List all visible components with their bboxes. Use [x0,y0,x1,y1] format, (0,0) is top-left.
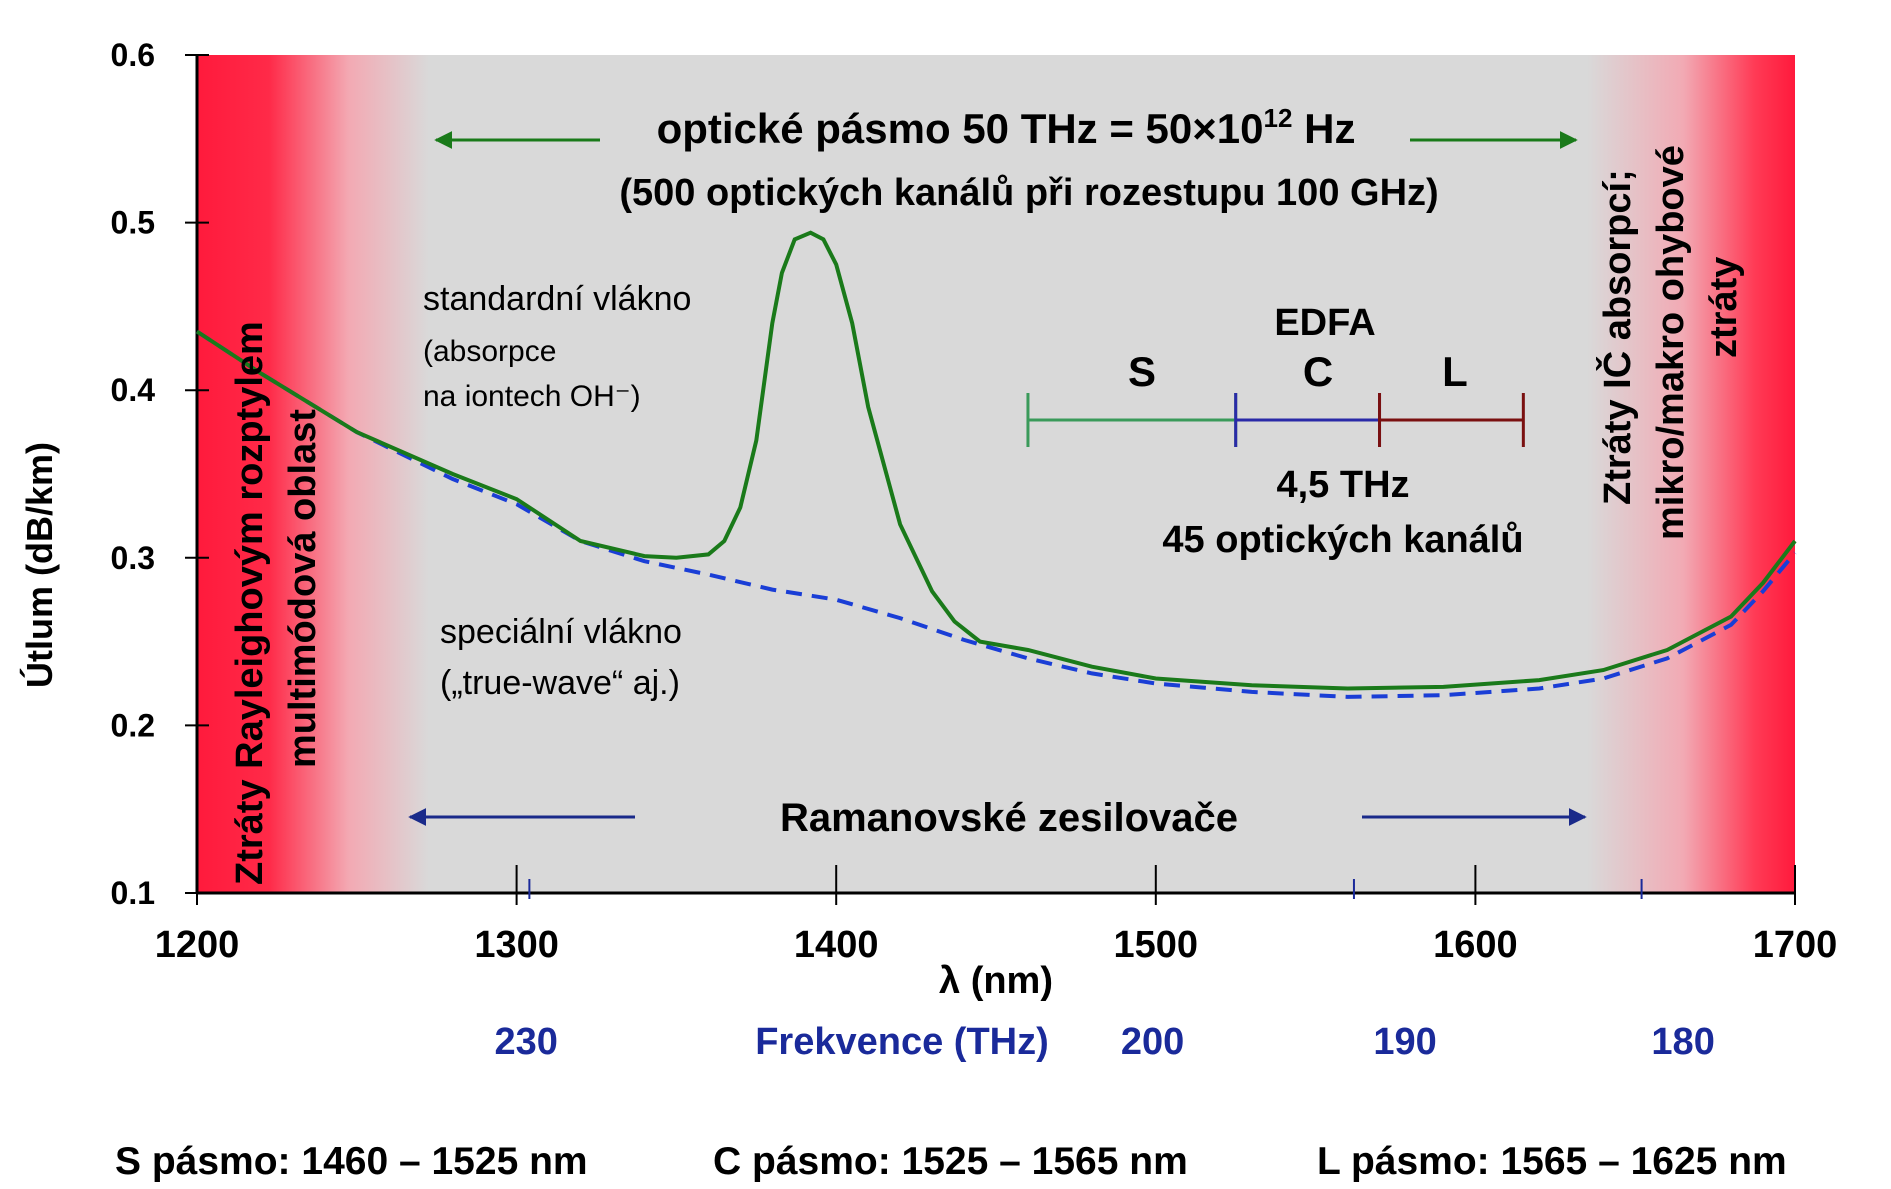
x-axis-title: λ (nm) [939,960,1053,1002]
edfa-label: EDFA [1274,302,1375,344]
band-l-label: L [1442,348,1468,395]
x-tick-label: 1200 [155,924,240,966]
plot-background [197,55,1795,893]
footer-s-band: S pásmo: 1460 – 1525 nm [115,1140,588,1183]
standard-fiber-series [195,230,1797,691]
frequency-tick-label: 200 [1121,1021,1184,1063]
optical-band-prefix: optické pásmo 50 THz = 50×10 [657,105,1264,152]
left-region-label-2: multimódová oblast [282,409,324,768]
right-region-label-1: Ztráty IČ absorpcí; [1594,169,1639,505]
standard-fiber-note-2: na iontech OH⁻) [423,380,641,413]
y-tick-label: 0.6 [111,37,155,73]
right-region-label-3: ztráty [1703,257,1745,358]
frequency-axis-title: Frekvence (THz) [755,1021,1049,1063]
frequency-tick-label: 230 [494,1021,557,1063]
y-tick-label: 0.4 [111,372,156,408]
edfa-channels: 45 optických kanálů [1162,519,1523,561]
left-region-label-1: Ztráty Rayleighovým rozptylem [229,321,271,885]
special-fiber-series [195,329,1797,699]
frequency-tick-label: 190 [1373,1021,1436,1063]
optical-band-suffix: Hz [1292,105,1355,152]
y-axis-ticks: 0.1 0.2 0.3 0.4 0.5 0.6 [111,37,209,911]
x-tick-label: 1500 [1114,924,1199,966]
frequency-axis-ticks: 230 200 190 180 [494,879,1715,1063]
y-tick-label: 0.2 [111,707,155,743]
band-c-label: C [1303,348,1333,395]
y-axis-title: Útlum (dB/km) [18,442,60,688]
y-tick-label: 0.3 [111,540,155,576]
y-tick-label: 0.5 [111,205,155,241]
y-tick-label: 0.1 [111,875,155,911]
band-s-label: S [1128,348,1156,395]
frequency-tick-label: 180 [1651,1021,1714,1063]
x-tick-label: 1700 [1753,924,1838,966]
optical-band-title: optické pásmo 50 THz = 50×1012 Hz [657,103,1356,152]
edfa-bandwidth: 4,5 THz [1276,464,1409,506]
right-region-label-2: mikro/makro ohybové [1650,145,1692,540]
x-tick-label: 1600 [1433,924,1518,966]
footer-c-band: C pásmo: 1525 – 1565 nm [713,1140,1188,1183]
footer-l-band: L pásmo: 1565 – 1625 nm [1317,1140,1787,1183]
optical-band-exponent: 12 [1264,103,1293,133]
x-tick-label: 1400 [794,924,879,966]
standard-fiber-label: standardní vlákno [423,280,691,318]
special-fiber-note: („true-wave“ aj.) [440,664,680,702]
raman-label: Ramanovské zesilovače [780,796,1238,840]
standard-fiber-note-1: (absorpce [423,335,556,368]
x-axis-ticks: 1200 1300 1400 1500 1600 1700 [155,865,1838,966]
x-tick-label: 1300 [474,924,559,966]
edfa-band-bars [1026,393,1525,447]
optical-band-subtitle: (500 optických kanálů při rozestupu 100 … [619,172,1438,214]
special-fiber-label: speciální vlákno [440,613,682,651]
